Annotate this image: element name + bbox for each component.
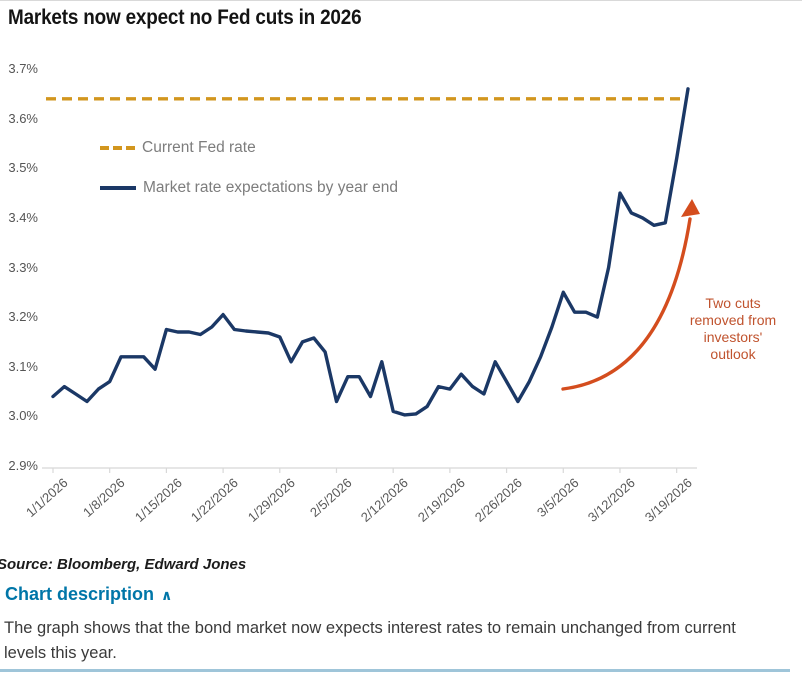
legend-label: Current Fed rate xyxy=(142,139,256,156)
y-axis-tick-label: 3.3% xyxy=(8,259,38,275)
chart-description-text: The graph shows that the bond market now… xyxy=(4,619,736,662)
legend-label: Market rate expectations by year end xyxy=(143,179,399,196)
y-axis-tick-label: 3.7% xyxy=(8,61,38,76)
y-axis-tick-label: 3.2% xyxy=(8,309,38,325)
dashed-line-swatch-icon xyxy=(100,146,135,150)
chart-description-label: Chart description xyxy=(5,584,155,604)
chevron-up-icon: ∧ xyxy=(161,587,173,603)
y-axis-tick-label: 2.9% xyxy=(8,458,38,473)
legend-item-fed-rate: Current Fed rate xyxy=(100,137,398,159)
chart-annotation: Two cuts removed from investors' outlook xyxy=(689,295,777,362)
chart-legend: Current Fed rate Market rate expectation… xyxy=(100,137,398,217)
y-axis-tick-label: 3.4% xyxy=(8,209,38,225)
y-axis-tick-label: 3.6% xyxy=(8,110,38,126)
legend-item-market-expectations: Market rate expectations by year end xyxy=(100,177,398,199)
y-axis-tick-label: 3.1% xyxy=(8,358,38,374)
chart-description-toggle[interactable]: Chart description ∧ xyxy=(5,584,172,605)
bottom-divider xyxy=(0,669,790,672)
chart-title: Markets now expect no Fed cuts in 2026 xyxy=(8,6,362,29)
solid-line-swatch-icon xyxy=(100,186,136,190)
y-axis-tick-label: 3.0% xyxy=(8,408,38,424)
y-axis-tick-label: 3.5% xyxy=(8,160,38,176)
chart-canvas xyxy=(42,87,700,473)
source-note: Source: Bloomberg, Edward Jones xyxy=(0,556,247,573)
